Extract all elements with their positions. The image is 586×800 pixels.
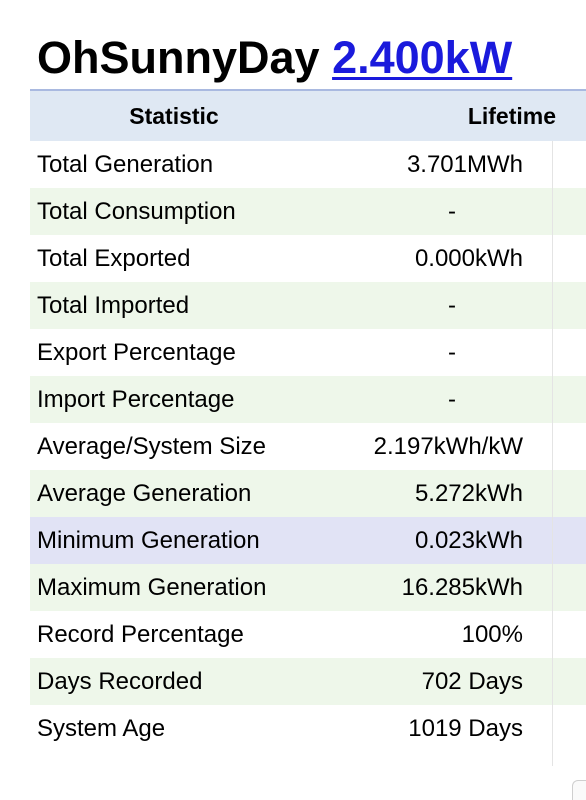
statistic-label: Total Imported bbox=[37, 291, 190, 319]
table-row: Total Generation 3.701MWh bbox=[30, 141, 586, 188]
table-row: Record Percentage 100% bbox=[30, 611, 586, 658]
table-row: Total Imported - bbox=[30, 282, 586, 329]
statistic-label: Import Percentage bbox=[37, 385, 235, 413]
lifetime-value: 0.023kWh bbox=[414, 526, 523, 554]
table-row: Average/System Size 2.197kWh/kW bbox=[30, 423, 586, 470]
lifetime-value: 2.197kWh/kW bbox=[373, 432, 523, 460]
lifetime-value: 0.000kWh bbox=[414, 244, 523, 272]
statistic-label: Maximum Generation bbox=[37, 573, 267, 601]
table-header-row: Statistic Lifetime bbox=[30, 90, 586, 141]
lifetime-value: 3.701MWh bbox=[406, 150, 523, 178]
lifetime-value: - bbox=[448, 385, 456, 413]
statistic-label: Minimum Generation bbox=[37, 526, 260, 554]
column-header-statistic[interactable]: Statistic bbox=[129, 102, 219, 129]
table-row: Import Percentage - bbox=[30, 376, 586, 423]
page-title: OhSunnyDay 2.400kW bbox=[37, 28, 512, 88]
lifetime-value: 16.285kWh bbox=[401, 573, 523, 601]
lifetime-value: - bbox=[448, 291, 456, 319]
table-row: System Age 1019 Days bbox=[30, 705, 586, 752]
statistic-label: Total Consumption bbox=[37, 197, 236, 225]
lifetime-value: 100% bbox=[461, 620, 523, 648]
statistics-table: Statistic Lifetime Total Generation 3.70… bbox=[30, 89, 586, 752]
lifetime-value: - bbox=[448, 197, 456, 225]
statistic-label: System Age bbox=[37, 714, 166, 742]
resize-handle[interactable] bbox=[572, 780, 586, 800]
system-size-link[interactable]: 2.400kW bbox=[332, 32, 513, 83]
statistic-label: Average Generation bbox=[37, 479, 252, 507]
statistic-label: Total Exported bbox=[37, 244, 191, 272]
statistic-label: Export Percentage bbox=[37, 338, 236, 366]
table-row: Average Generation 5.272kWh bbox=[30, 470, 586, 517]
table-row: Export Percentage - bbox=[30, 329, 586, 376]
statistic-label: Average/System Size bbox=[37, 432, 266, 460]
statistic-label: Record Percentage bbox=[37, 620, 244, 648]
table-row: Maximum Generation 16.285kWh bbox=[30, 564, 586, 611]
statistic-label: Total Generation bbox=[37, 150, 214, 178]
lifetime-value: - bbox=[448, 338, 456, 366]
system-name: OhSunnyDay bbox=[37, 32, 320, 83]
table-row: Days Recorded 702 Days bbox=[30, 658, 586, 705]
lifetime-value: 5.272kWh bbox=[414, 479, 523, 507]
statistic-label: Days Recorded bbox=[37, 667, 203, 695]
table-row-highlighted: Minimum Generation 0.023kWh bbox=[30, 517, 586, 564]
column-divider bbox=[552, 141, 553, 766]
column-header-lifetime[interactable]: Lifetime bbox=[467, 102, 556, 129]
lifetime-value: 702 Days bbox=[421, 667, 523, 695]
table-row: Total Exported 0.000kWh bbox=[30, 235, 586, 282]
lifetime-value: 1019 Days bbox=[408, 714, 523, 742]
table-row: Total Consumption - bbox=[30, 188, 586, 235]
